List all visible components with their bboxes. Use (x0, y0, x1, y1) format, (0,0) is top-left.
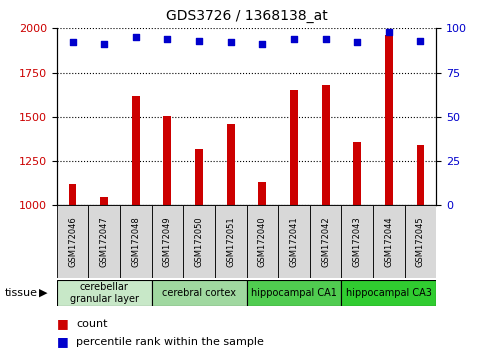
Point (353, 40, 361, 45)
Text: GSM172045: GSM172045 (416, 216, 425, 267)
Bar (258, 182, 266, 354)
Point (195, 38, 203, 44)
Text: ■: ■ (57, 318, 69, 330)
Text: GSM172041: GSM172041 (289, 216, 298, 267)
FancyBboxPatch shape (246, 280, 341, 306)
FancyBboxPatch shape (405, 205, 436, 278)
FancyBboxPatch shape (152, 280, 246, 306)
FancyBboxPatch shape (278, 205, 310, 278)
FancyBboxPatch shape (120, 205, 152, 278)
Text: GSM172040: GSM172040 (258, 216, 267, 267)
Text: GSM172050: GSM172050 (195, 216, 204, 267)
FancyBboxPatch shape (341, 205, 373, 278)
Bar (69, 184, 76, 354)
FancyBboxPatch shape (373, 205, 405, 278)
Text: tissue: tissue (5, 288, 38, 298)
Text: hippocampal CA1: hippocampal CA1 (251, 288, 337, 298)
Bar (132, 96, 140, 354)
Text: ▶: ▶ (39, 288, 48, 298)
Bar (100, 198, 108, 354)
FancyBboxPatch shape (183, 205, 215, 278)
FancyBboxPatch shape (152, 205, 183, 278)
FancyBboxPatch shape (246, 205, 278, 278)
Text: ■: ■ (57, 335, 69, 348)
Text: GSM172042: GSM172042 (321, 216, 330, 267)
Bar (353, 142, 361, 354)
Point (290, 36, 298, 42)
Point (227, 40, 235, 45)
Text: GSM172049: GSM172049 (163, 216, 172, 267)
Point (100, 41, 108, 47)
Bar (417, 145, 424, 354)
FancyBboxPatch shape (57, 205, 88, 278)
Text: cerebral cortex: cerebral cortex (162, 288, 236, 298)
Text: percentile rank within the sample: percentile rank within the sample (76, 337, 264, 347)
Point (385, 29, 393, 35)
FancyBboxPatch shape (341, 280, 436, 306)
Point (164, 36, 172, 42)
Point (417, 38, 424, 44)
Text: GSM172046: GSM172046 (68, 216, 77, 267)
Bar (290, 90, 298, 354)
Bar (164, 116, 172, 354)
Text: GSM172047: GSM172047 (100, 216, 108, 267)
Text: GSM172048: GSM172048 (131, 216, 141, 267)
Text: count: count (76, 319, 108, 329)
Point (321, 36, 329, 42)
Point (258, 41, 266, 47)
Point (69, 40, 76, 45)
Point (132, 34, 140, 40)
Text: GDS3726 / 1368138_at: GDS3726 / 1368138_at (166, 9, 327, 23)
Text: GSM172043: GSM172043 (352, 216, 362, 267)
Bar (385, 35, 393, 354)
Text: GSM172051: GSM172051 (226, 216, 235, 267)
FancyBboxPatch shape (88, 205, 120, 278)
Bar (321, 85, 329, 354)
FancyBboxPatch shape (215, 205, 246, 278)
Text: hippocampal CA3: hippocampal CA3 (346, 288, 432, 298)
Bar (195, 149, 203, 354)
Bar (227, 124, 235, 354)
FancyBboxPatch shape (57, 280, 152, 306)
FancyBboxPatch shape (310, 205, 341, 278)
Text: GSM172044: GSM172044 (385, 216, 393, 267)
Text: cerebellar
granular layer: cerebellar granular layer (70, 282, 139, 304)
